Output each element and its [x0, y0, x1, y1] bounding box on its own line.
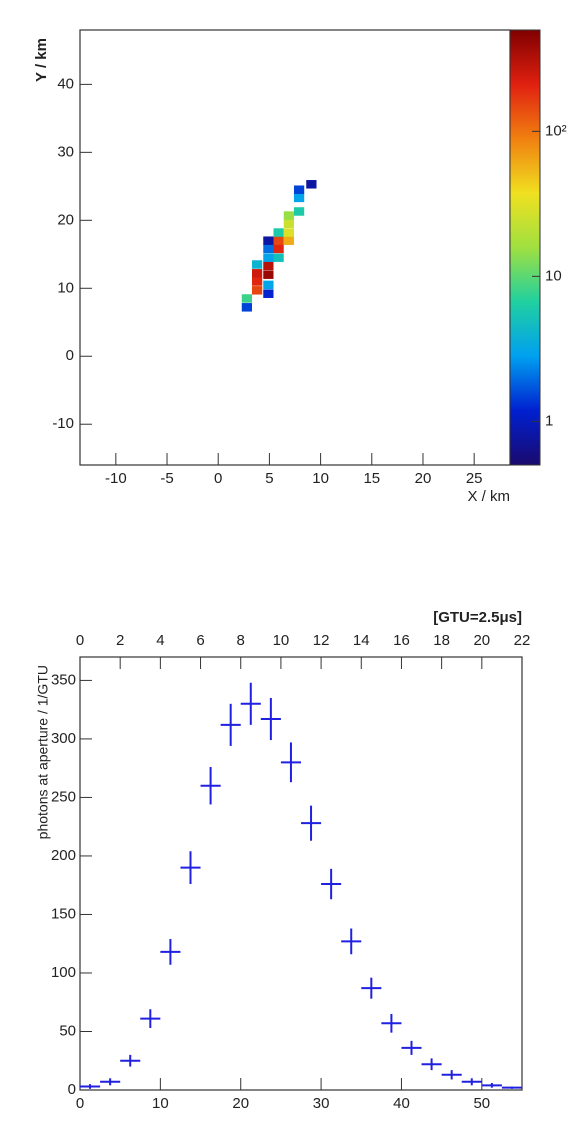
heatmap-cell [293, 193, 305, 203]
y-tick-label: 250 [51, 788, 76, 805]
y-tick-label: 0 [66, 347, 74, 364]
y-tick-label: 40 [57, 75, 74, 92]
x-tick-label: -5 [160, 470, 173, 487]
y-tick-label: 300 [51, 730, 76, 747]
heatmap-cell [263, 261, 274, 271]
x2-tick-label: 8 [237, 632, 245, 649]
x-axis-label: X / km [467, 488, 510, 505]
y-tick-label: 50 [59, 1022, 76, 1039]
x-tick-label: 0 [76, 1095, 84, 1112]
heatmap-cell [263, 236, 274, 245]
heatmap-cell [252, 269, 263, 278]
x2-tick-label: 20 [473, 632, 490, 649]
y-tick-label: 350 [51, 671, 76, 688]
heatmap-cell [252, 277, 263, 286]
x2-tick-label: 22 [514, 632, 531, 649]
heatmap-cell [283, 228, 294, 237]
histogram-frame [79, 656, 523, 1091]
x-tick-label: 40 [393, 1095, 410, 1112]
x2-tick-label: 0 [76, 632, 84, 649]
heatmap-cell [241, 303, 252, 312]
y-tick-label: 100 [51, 964, 76, 981]
y-tick-label: -10 [52, 415, 74, 432]
heatmap-cell [263, 253, 274, 262]
heatmap-cell [293, 185, 305, 194]
x2-tick-label: 6 [196, 632, 204, 649]
y-axis-label: photons at aperture / 1/GTU [35, 665, 51, 839]
heatmap-cell [241, 294, 252, 303]
heatmap-cell [293, 207, 305, 216]
colorbar-tick-label: 10² [545, 122, 567, 139]
x2-axis-label: [GTU=2.5μs] [433, 609, 522, 626]
x2-tick-label: 4 [156, 632, 164, 649]
x-tick-label: 0 [214, 470, 222, 487]
heatmap-cell [273, 253, 284, 262]
heatmap-cell [252, 286, 263, 295]
colorbar [509, 29, 541, 466]
heatmap-cell [283, 219, 294, 228]
x-tick-label: 5 [265, 470, 273, 487]
x-tick-label: 20 [232, 1095, 249, 1112]
y-tick-label: 150 [51, 905, 76, 922]
heatmap-cell [263, 280, 274, 290]
x2-tick-label: 16 [393, 632, 410, 649]
heatmap-cell [263, 244, 274, 254]
heatmap-cell [252, 260, 263, 269]
x2-tick-label: 12 [313, 632, 330, 649]
x-tick-label: 25 [466, 470, 483, 487]
x2-tick-label: 14 [353, 632, 370, 649]
y-axis-label: Y / km [33, 38, 50, 82]
x2-tick-label: 18 [433, 632, 450, 649]
heatmap-cell [273, 228, 284, 237]
colorbar-tick-label: 10 [545, 267, 562, 284]
y-tick-label: 10 [57, 279, 74, 296]
x-tick-label: -10 [105, 470, 127, 487]
x-tick-label: 10 [312, 470, 329, 487]
x-tick-label: 15 [363, 470, 380, 487]
y-tick-label: 0 [68, 1081, 76, 1098]
x2-tick-label: 10 [273, 632, 290, 649]
y-tick-label: 200 [51, 847, 76, 864]
heatmap-cell [306, 180, 317, 189]
x-tick-label: 50 [473, 1095, 490, 1112]
x2-tick-label: 2 [116, 632, 124, 649]
y-tick-label: 20 [57, 211, 74, 228]
heatmap-cell [283, 236, 294, 245]
x-tick-label: 20 [415, 470, 432, 487]
heatmap-cell [263, 270, 274, 279]
heatmap-cell [263, 289, 274, 298]
colorbar-tick-label: 1 [545, 412, 553, 429]
heatmap-cell [283, 211, 294, 220]
y-tick-label: 30 [57, 143, 74, 160]
heatmap-frame [79, 29, 511, 466]
x-tick-label: 30 [313, 1095, 330, 1112]
x-tick-label: 10 [152, 1095, 169, 1112]
heatmap-cell [273, 236, 284, 245]
heatmap-cell [273, 244, 284, 254]
